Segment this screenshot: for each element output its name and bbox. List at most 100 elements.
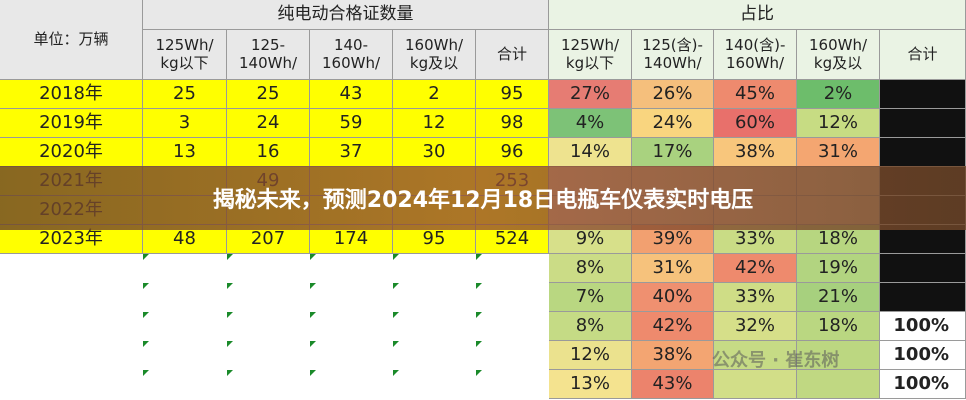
ratio-cell: 31% [797, 138, 880, 167]
cell-text: 37 [339, 140, 363, 162]
ratio-cell: 4% [549, 109, 632, 138]
count-cell: 3 [143, 109, 227, 138]
cell-text: 140- [333, 36, 369, 55]
marker [476, 254, 482, 260]
ratio-cell: 38% [632, 341, 714, 370]
cell-text: 19% [817, 256, 858, 278]
empty-cell [0, 341, 143, 370]
column-header: 125(含)- 140Wh/ [632, 30, 714, 80]
marker [476, 341, 482, 347]
empty-cell [227, 312, 310, 341]
ratio-cell: 12% [797, 109, 880, 138]
year-cell: 2020年 [0, 138, 143, 167]
group-header: 纯电动合格证数量 [143, 0, 549, 30]
ratio-cell [714, 341, 797, 370]
empty-cell [0, 254, 143, 283]
ratio-cell: 18% [797, 312, 880, 341]
cell-text: 160Wh/ [725, 53, 785, 72]
count-cell: 37 [310, 138, 393, 167]
count-cell: 13 [143, 138, 227, 167]
count-cell: 43 [310, 80, 393, 109]
ratio-cell: 12% [549, 341, 632, 370]
cell-text: 59 [339, 111, 363, 133]
cell-text: 16 [256, 140, 280, 162]
count-cell: 24 [227, 109, 310, 138]
cell-text: 12% [569, 343, 610, 365]
count-cell: 25 [143, 80, 227, 109]
ratio-cell: 31% [632, 254, 714, 283]
cell-text: 125Wh/ [560, 36, 620, 55]
empty-cell [227, 370, 310, 399]
count-cell: 30 [393, 138, 476, 167]
ratio-cell: 26% [632, 80, 714, 109]
empty-cell [310, 283, 393, 312]
column-header: 160Wh/kg及以 [797, 30, 880, 80]
ratio-cell: 60% [714, 109, 797, 138]
cell-text: 96 [500, 140, 524, 162]
cell-text: 12 [422, 111, 446, 133]
column-header: 140- 160Wh/ [310, 30, 393, 80]
cell-text: 17% [652, 140, 693, 162]
cell-text: 95 [422, 227, 446, 249]
ratio-cell: 14% [549, 138, 632, 167]
ratio-cell: 42% [632, 312, 714, 341]
empty-cell [143, 283, 227, 312]
empty-cell [0, 312, 143, 341]
total-cell: 100% [880, 341, 966, 370]
ratio-cell: 42% [714, 254, 797, 283]
column-header: 125Wh/kg以下 [143, 30, 227, 80]
total-cell [880, 80, 966, 109]
empty-cell [227, 283, 310, 312]
marker [393, 254, 399, 260]
marker [143, 370, 149, 376]
cell-text: 125(含)- [642, 36, 703, 55]
cell-text: 9% [575, 227, 605, 249]
cell-text: 7% [575, 285, 605, 307]
cell-text: 合计 [496, 44, 527, 63]
cell-text: 8% [575, 256, 605, 278]
empty-cell [143, 312, 227, 341]
cell-text: 2019年 [39, 111, 103, 133]
cell-text: 18% [817, 314, 858, 336]
cell-text: 45% [734, 82, 775, 104]
ratio-cell: 43% [632, 370, 714, 399]
cell-text: 纯电动合格证数量 [277, 3, 414, 24]
marker [476, 283, 482, 289]
cell-text: 125Wh/ [155, 36, 214, 55]
marker [227, 283, 233, 289]
cell-text: 95 [500, 82, 524, 104]
ratio-cell: 2% [797, 80, 880, 109]
cell-text: 2 [428, 82, 440, 104]
cell-text: 31% [817, 140, 858, 162]
cell-text: 160Wh/ [404, 36, 464, 55]
cell-text: 42% [734, 256, 775, 278]
cell-text: 98 [500, 111, 524, 133]
cell-text: 2023年 [39, 227, 103, 249]
marker [476, 370, 482, 376]
marker [310, 370, 316, 376]
column-header: 合计 [880, 30, 966, 80]
empty-cell [0, 283, 143, 312]
ratio-cell: 27% [549, 80, 632, 109]
empty-cell [310, 312, 393, 341]
cell-text: 14% [569, 140, 610, 162]
marker [393, 312, 399, 318]
empty-cell [310, 341, 393, 370]
cell-text: 18% [817, 227, 858, 249]
cell-text: 33% [734, 227, 775, 249]
marker [143, 254, 149, 260]
cell-text: 24 [256, 111, 280, 133]
ratio-cell: 17% [632, 138, 714, 167]
empty-cell [310, 370, 393, 399]
total-cell [880, 138, 966, 167]
empty-cell [476, 254, 549, 283]
empty-cell [393, 283, 476, 312]
count-cell: 25 [227, 80, 310, 109]
column-header: 160Wh/kg及以 [393, 30, 476, 80]
cell-text: 13 [173, 140, 196, 162]
marker [310, 312, 316, 318]
marker [143, 341, 149, 347]
total-cell: 100% [880, 312, 966, 341]
ratio-cell: 21% [797, 283, 880, 312]
